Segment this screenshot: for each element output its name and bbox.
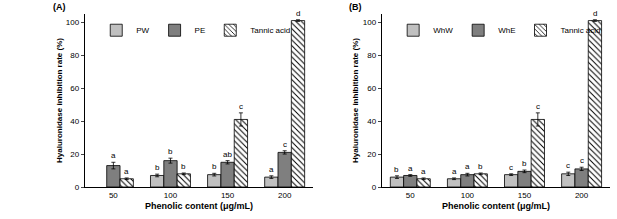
svg-text:b: b	[181, 162, 186, 171]
svg-text:Tannic acid: Tannic acid	[561, 26, 601, 35]
svg-text:c: c	[239, 102, 243, 111]
svg-text:(A): (A)	[53, 2, 66, 12]
svg-text:40: 40	[70, 117, 79, 126]
svg-text:20: 20	[367, 150, 376, 159]
svg-text:c: c	[283, 140, 287, 149]
svg-text:100: 100	[164, 191, 178, 200]
svg-text:WhE: WhE	[498, 26, 515, 35]
svg-text:60: 60	[367, 84, 376, 93]
svg-text:b: b	[168, 147, 173, 156]
svg-text:Phenolic content (μg/mL): Phenolic content (μg/mL)	[145, 201, 253, 211]
svg-text:b: b	[155, 163, 160, 172]
svg-text:150: 150	[221, 191, 235, 200]
svg-text:50: 50	[406, 191, 415, 200]
svg-text:b: b	[212, 162, 217, 171]
svg-text:0: 0	[75, 183, 80, 192]
svg-text:WhW: WhW	[433, 26, 453, 35]
svg-text:100: 100	[363, 18, 377, 27]
svg-text:a: a	[124, 167, 129, 176]
svg-text:0: 0	[372, 183, 377, 192]
svg-text:ab: ab	[223, 150, 232, 159]
svg-text:20: 20	[70, 150, 79, 159]
svg-text:150: 150	[518, 191, 532, 200]
svg-text:PW: PW	[136, 26, 149, 35]
svg-text:a: a	[421, 167, 426, 176]
svg-text:Tannic acid: Tannic acid	[250, 26, 290, 35]
svg-text:Hyaluronidase inhibition rate: Hyaluronidase inhibition rate (%)	[351, 38, 360, 163]
svg-text:a: a	[269, 165, 274, 174]
svg-text:a: a	[408, 164, 413, 173]
svg-text:50: 50	[109, 191, 118, 200]
svg-text:b: b	[478, 162, 483, 171]
svg-text:a: a	[465, 162, 470, 171]
svg-text:c: c	[580, 156, 584, 165]
svg-text:40: 40	[367, 117, 376, 126]
svg-text:80: 80	[367, 51, 376, 60]
svg-text:c: c	[509, 163, 513, 172]
svg-text:d: d	[593, 9, 597, 18]
svg-text:Phenolic content (μg/mL): Phenolic content (μg/mL)	[442, 201, 550, 211]
svg-text:d: d	[296, 9, 300, 18]
svg-text:(B): (B)	[349, 2, 362, 12]
svg-text:100: 100	[66, 18, 80, 27]
svg-text:200: 200	[278, 191, 292, 200]
svg-text:a: a	[452, 167, 457, 176]
svg-text:a: a	[111, 151, 116, 160]
svg-text:60: 60	[70, 84, 79, 93]
svg-text:Hyaluronidase inhibition rate: Hyaluronidase inhibition rate (%)	[55, 38, 64, 163]
svg-text:c: c	[536, 102, 540, 111]
svg-text:b: b	[394, 165, 399, 174]
svg-text:c: c	[566, 161, 570, 170]
svg-text:b: b	[522, 159, 527, 168]
svg-text:200: 200	[575, 191, 589, 200]
svg-text:PE: PE	[195, 26, 206, 35]
svg-text:80: 80	[70, 51, 79, 60]
svg-text:100: 100	[461, 191, 475, 200]
